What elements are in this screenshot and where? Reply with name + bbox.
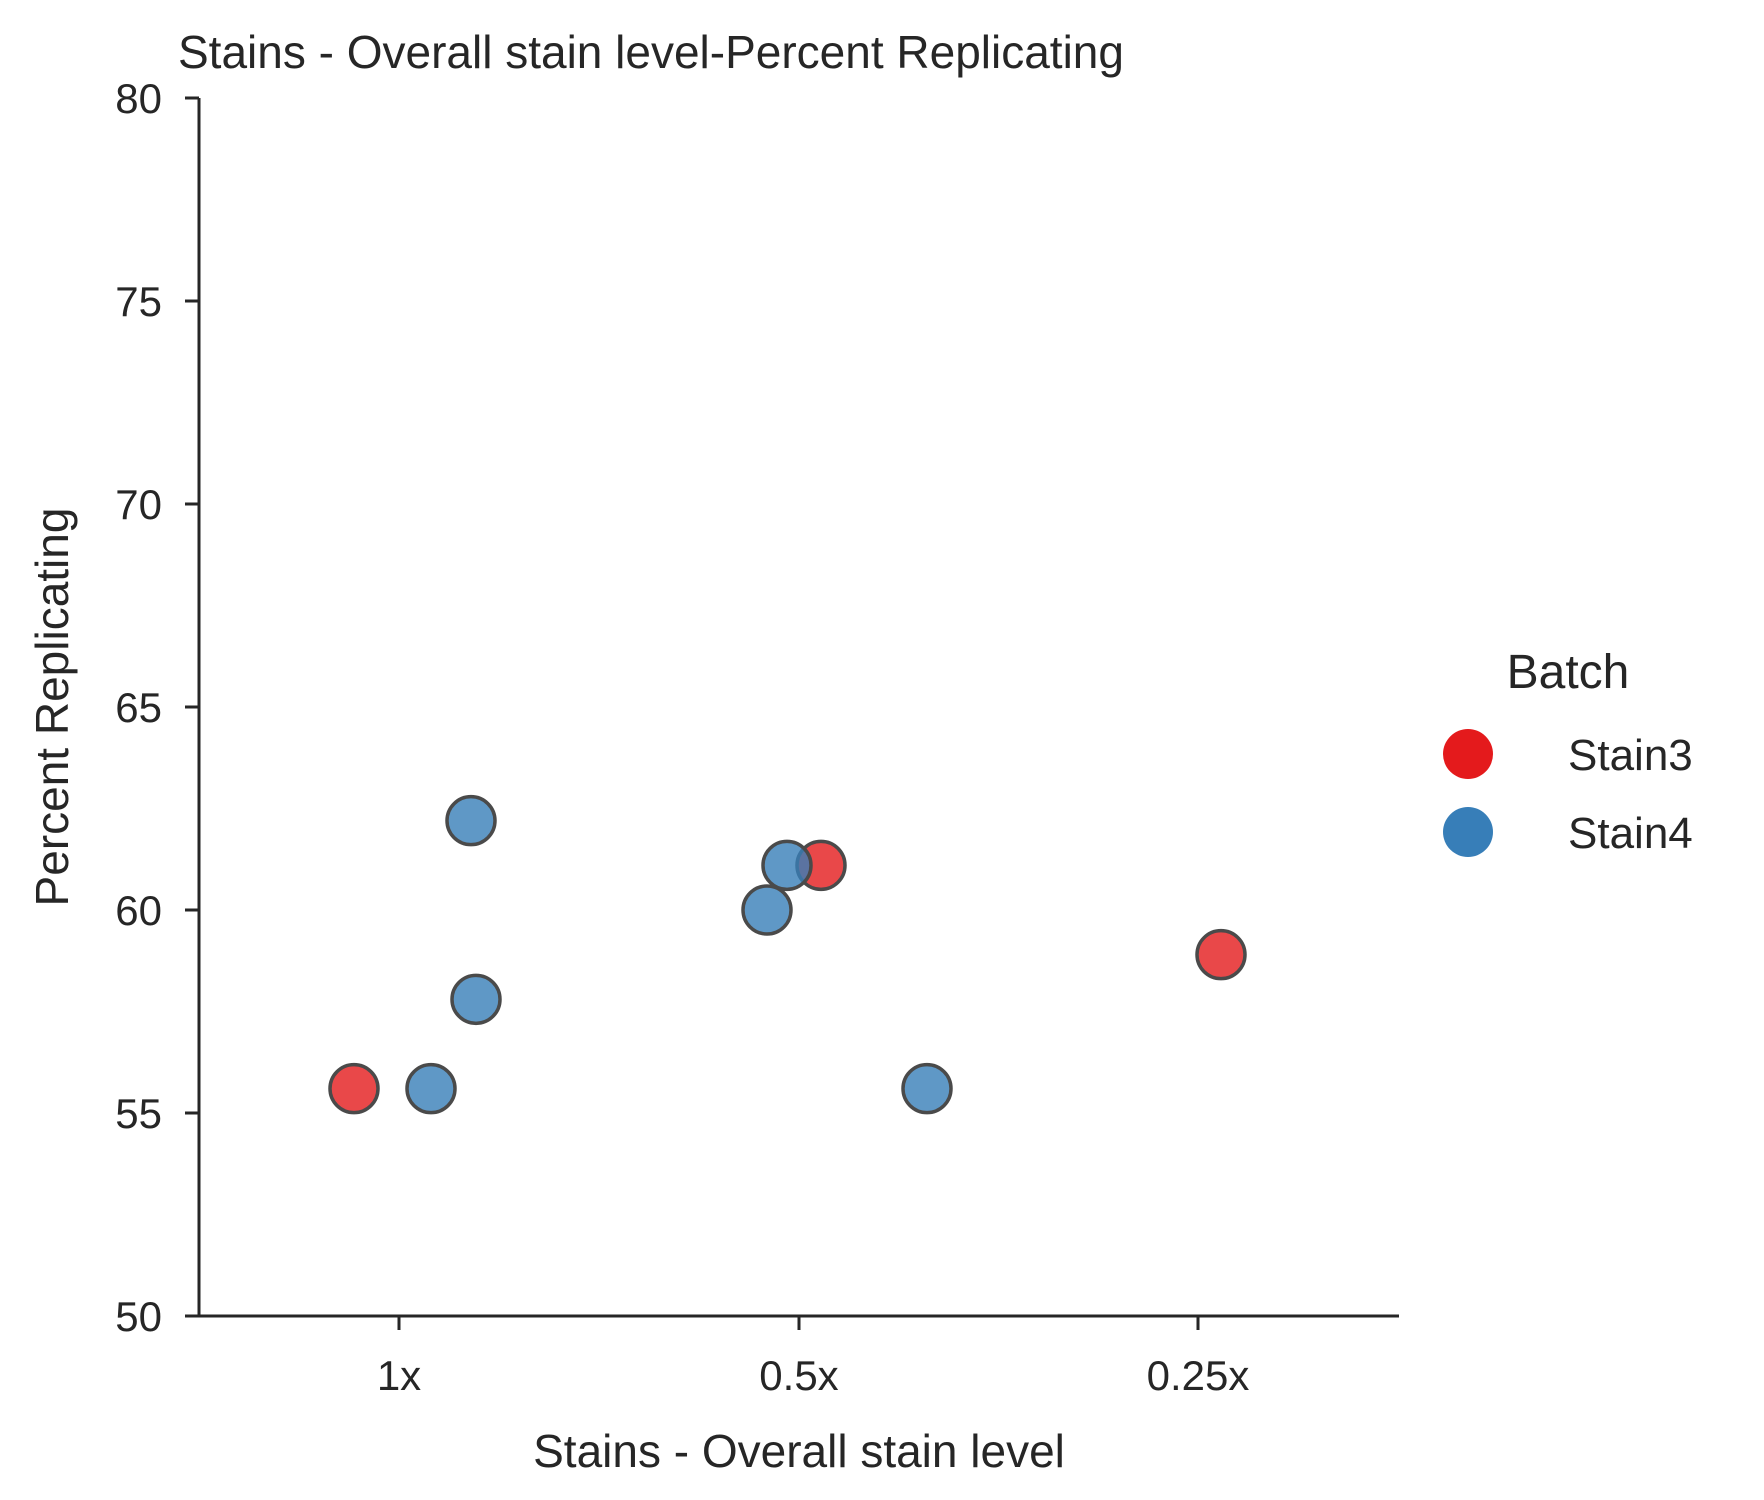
legend-label-stain4: Stain4	[1568, 809, 1693, 858]
y-tick-label: 70	[115, 481, 162, 528]
data-point-stain4	[741, 884, 793, 936]
y-tick-label: 65	[115, 684, 162, 731]
y-axis-label: Percent Replicating	[26, 508, 78, 907]
data-point-stain3	[1195, 928, 1247, 981]
y-axis-ticks: 50 55 60 65 70 75 80	[115, 75, 199, 1340]
data-point-stain3	[328, 1062, 380, 1115]
data-point-stain4	[405, 1062, 457, 1115]
legend-marker-stain4	[1443, 807, 1493, 857]
chart-title: Stains - Overall stain level-Percent Rep…	[178, 26, 1124, 78]
y-tick-label: 55	[115, 1090, 162, 1137]
x-tick-label: 0.25x	[1147, 1352, 1250, 1399]
legend-marker-stain3	[1443, 729, 1493, 779]
data-point-stain4	[761, 839, 813, 892]
legend-title: Batch	[1507, 646, 1630, 699]
y-tick-label: 50	[115, 1293, 162, 1340]
data-points	[328, 794, 1247, 1115]
y-tick-label: 75	[115, 278, 162, 325]
x-axis-label: Stains - Overall stain level	[533, 1425, 1065, 1477]
x-tick-label: 1x	[377, 1352, 421, 1399]
x-tick-label: 0.5x	[759, 1352, 838, 1399]
y-tick-label: 60	[115, 887, 162, 934]
data-point-stain4	[901, 1062, 953, 1115]
legend-label-stain3: Stain3	[1568, 731, 1693, 780]
data-point-stain4	[445, 794, 497, 847]
x-axis-ticks: 1x 0.5x 0.25x	[377, 1316, 1250, 1399]
legend-items: Stain3 Stain4	[1443, 729, 1693, 858]
data-point-stain4	[450, 973, 502, 1026]
y-tick-label: 80	[115, 75, 162, 122]
legend: Batch Stain3 Stain4	[1443, 646, 1693, 858]
